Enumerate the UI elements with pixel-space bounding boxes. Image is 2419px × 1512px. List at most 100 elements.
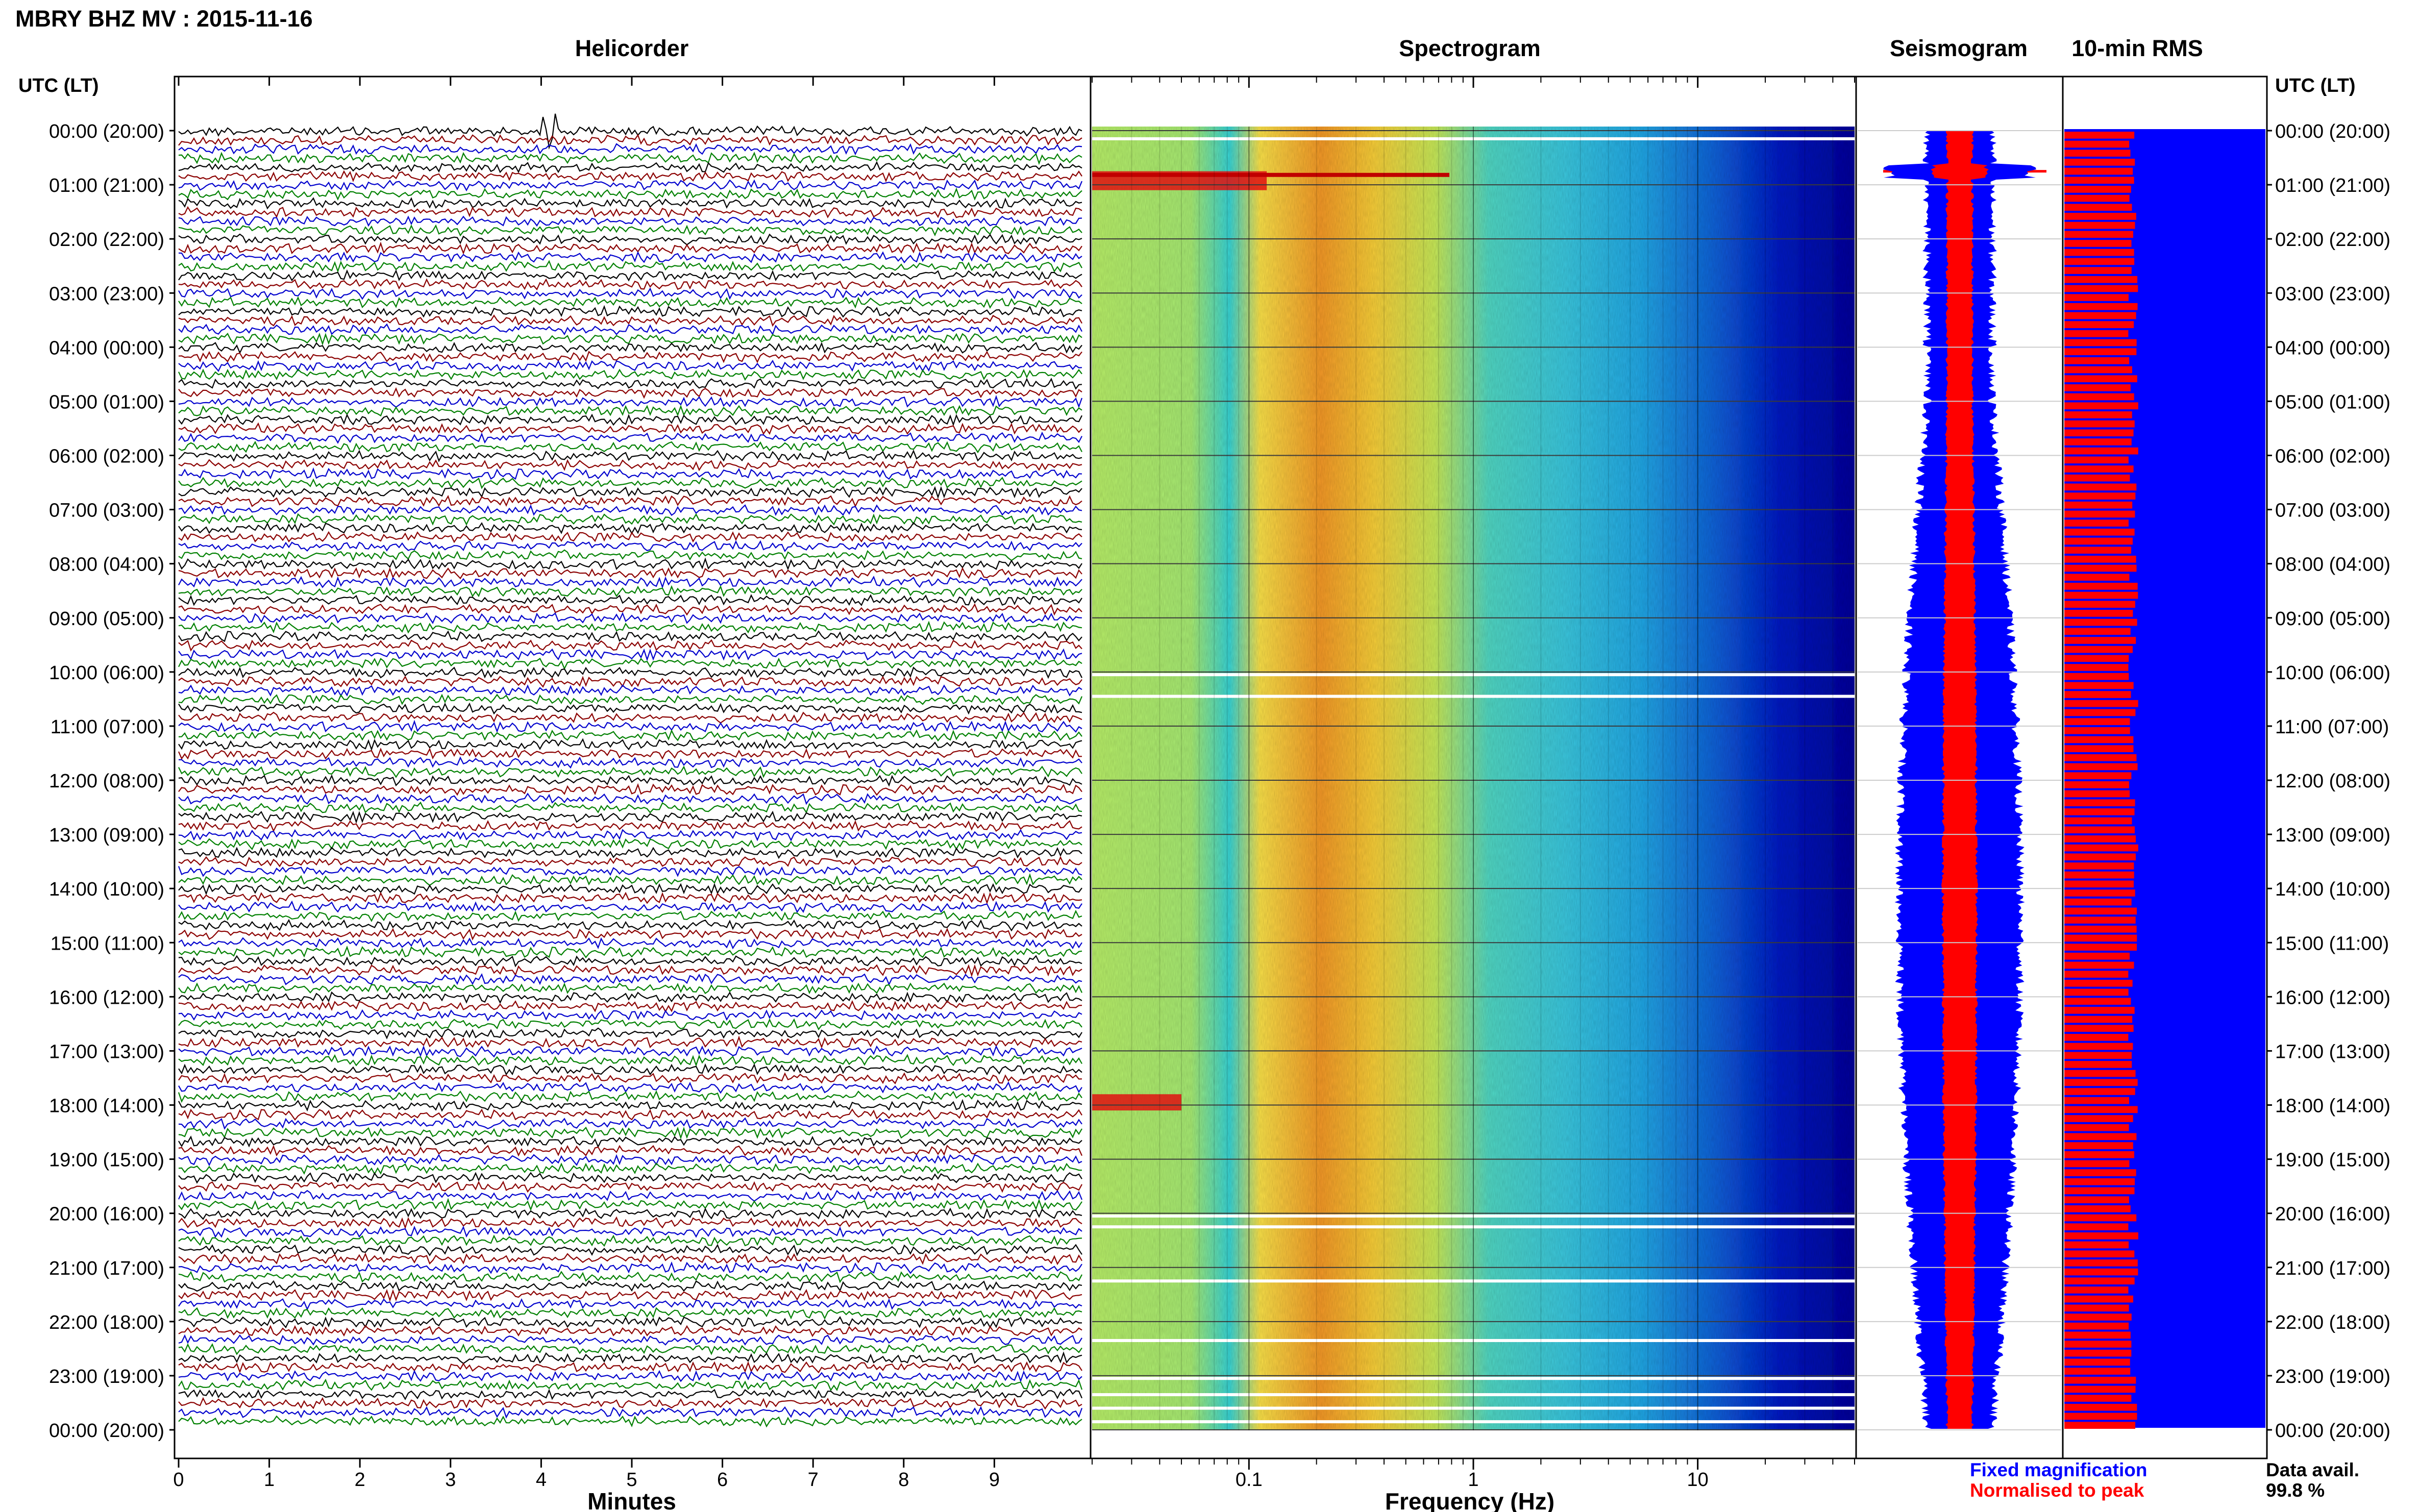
left-time-tick-label: 13:00 (09:00) (49, 825, 164, 846)
helicorder-trace (178, 928, 1082, 940)
rms-bar (2064, 1232, 2138, 1240)
helicorder-trace (178, 1389, 1083, 1401)
rms-bar (2064, 1422, 2136, 1429)
rms-bar (2064, 438, 2132, 445)
frequency-tick-label: 10 (1687, 1469, 1709, 1491)
rms-bar (2064, 204, 2132, 211)
helicorder-trace (178, 1154, 1082, 1167)
rms-bar (2064, 952, 2130, 960)
data-availability-label: Data avail. (2266, 1459, 2359, 1480)
minutes-tick-label: 4 (536, 1469, 547, 1491)
right-time-tick-label: 00:00 (20:00) (2275, 121, 2390, 142)
rms-bar (2064, 303, 2138, 310)
helicorder-trace (178, 233, 1082, 245)
helicorder-trace (178, 422, 1082, 435)
rms-bar (2064, 781, 2129, 788)
data-availability-value: 99.8 % (2266, 1480, 2325, 1501)
rms-bar (2064, 1061, 2132, 1068)
helicorder-trace (178, 720, 1082, 733)
rms-bar (2064, 528, 2135, 536)
data-gap (1092, 673, 1855, 677)
helicorder-trace (178, 991, 1082, 1004)
rms-bar (2064, 366, 2132, 374)
helicorder-trace (178, 394, 1083, 408)
helicorder-trace (178, 1027, 1082, 1039)
left-time-tick-label: 09:00 (05:00) (49, 608, 164, 630)
minutes-tick-label: 8 (898, 1469, 909, 1491)
right-time-tick-label: 05:00 (01:00) (2275, 391, 2390, 413)
data-gap (1092, 1377, 1855, 1380)
frequency-axis-label: Frequency (Hz) (1385, 1488, 1554, 1512)
helicorder-trace (178, 566, 1082, 580)
helicorder-trace (178, 1018, 1082, 1031)
helicorder-trace (178, 937, 1082, 950)
rms-bar (2064, 971, 2129, 978)
rms-bar (2064, 944, 2137, 951)
rms-bar (2064, 258, 2135, 265)
helicorder-trace (178, 1054, 1082, 1067)
rms-bar (2064, 555, 2136, 563)
rms-title: 10-min RMS (2071, 35, 2203, 61)
minutes-tick-label: 9 (989, 1469, 1000, 1491)
right-time-tick-label: 18:00 (14:00) (2275, 1096, 2390, 1117)
helicorder-trace (178, 1343, 1082, 1355)
rms-bar (2064, 709, 2136, 716)
rms-bar (2064, 393, 2134, 401)
right-time-tick-label: 14:00 (10:00) (2275, 879, 2390, 900)
helicorder-trace (178, 666, 1082, 679)
rms-bar (2064, 1322, 2129, 1330)
helicorder-trace (178, 486, 1082, 499)
helicorder-trace (178, 494, 1082, 508)
right-time-tick-label: 00:00 (20:00) (2275, 1420, 2390, 1442)
left-time-tick-label: 02:00 (22:00) (49, 229, 164, 251)
right-time-tick-label: 08:00 (04:00) (2275, 554, 2390, 576)
helicorder-trace (178, 170, 1082, 183)
rms-bar (2064, 1331, 2131, 1339)
rms-bar (2064, 998, 2131, 1005)
spectrogram-event-band (1092, 172, 1449, 177)
helicorder-trace (178, 639, 1082, 652)
helicorder-trace (178, 1316, 1082, 1329)
rms-bar (2064, 718, 2130, 725)
rms-bar (2064, 1133, 2137, 1141)
right-time-tick-label: 17:00 (13:00) (2275, 1041, 2390, 1062)
helicorder-trace (178, 1298, 1082, 1311)
rms-bar (2064, 880, 2134, 888)
rms-bar (2064, 213, 2136, 220)
rms-bar (2064, 1214, 2137, 1222)
left-axis-header: UTC (LT) (18, 75, 99, 96)
rms-bar (2064, 1007, 2135, 1014)
helicorder-trace (178, 1361, 1082, 1374)
rms-bar (2064, 312, 2136, 319)
helicorder-trace (178, 287, 1082, 300)
rms-bar (2064, 682, 2134, 689)
left-time-tick-label: 07:00 (03:00) (49, 500, 164, 522)
rms-bar (2064, 132, 2135, 139)
helicorder-trace (178, 801, 1082, 814)
helicorder-trace (178, 594, 1082, 606)
left-time-tick-label: 23:00 (19:00) (49, 1366, 164, 1387)
helicorder-trace (178, 900, 1082, 913)
rms-bar (2064, 574, 2130, 581)
helicorder-trace (178, 332, 1082, 346)
helicorder-trace (178, 1162, 1082, 1175)
left-time-tick-label: 10:00 (06:00) (49, 662, 164, 684)
rms-bar (2064, 745, 2134, 752)
rms-bar (2064, 961, 2134, 969)
rms-bar (2064, 231, 2133, 238)
helicorder-trace (178, 1216, 1082, 1230)
rms-bar (2064, 817, 2132, 825)
rms-bar (2064, 276, 2138, 283)
rms-bar (2064, 664, 2129, 671)
right-time-tick-label: 11:00 (07:00) (2275, 716, 2389, 738)
rms-bar (2064, 501, 2133, 509)
helicorder-trace (178, 756, 1082, 769)
left-time-tick-label: 01:00 (21:00) (49, 175, 164, 196)
rms-bar (2064, 862, 2134, 870)
rms-bar (2064, 1277, 2135, 1285)
rms-bar (2064, 601, 2135, 608)
helicorder-trace (178, 359, 1082, 373)
helicorder-trace (178, 206, 1082, 218)
rms-bar (2064, 339, 2137, 346)
helicorder-trace (178, 1081, 1082, 1094)
